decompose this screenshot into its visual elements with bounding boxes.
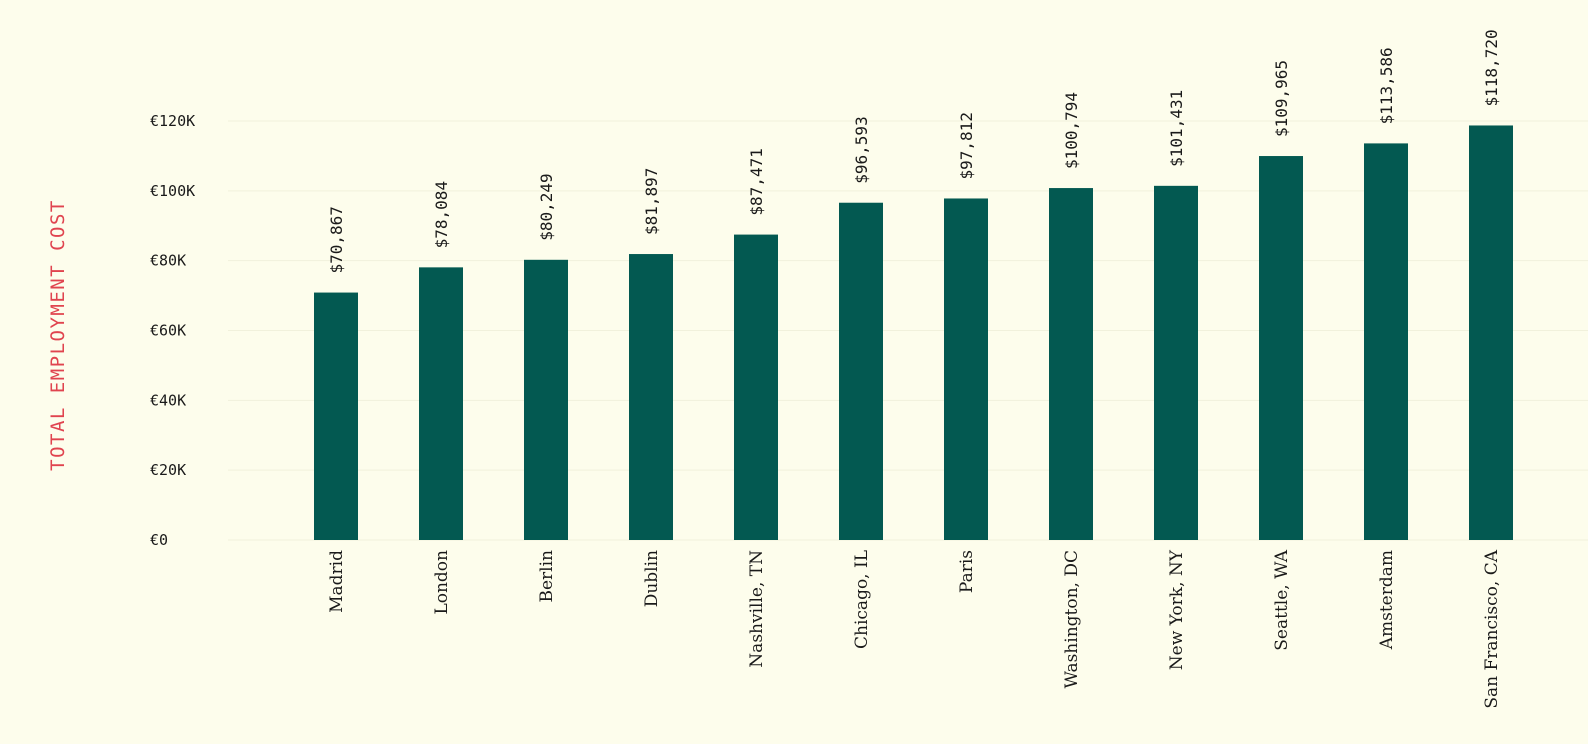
bar-value-label: $81,897 bbox=[642, 168, 661, 235]
bar-value-label: $96,593 bbox=[852, 116, 871, 183]
x-tick-label: San Francisco, CA bbox=[1482, 549, 1502, 708]
bar bbox=[314, 292, 358, 540]
x-tick-label: London bbox=[432, 550, 452, 615]
bar-value-label: $113,586 bbox=[1377, 47, 1396, 124]
bar-value-label: $101,431 bbox=[1167, 90, 1186, 167]
x-tick-label: Chicago, IL bbox=[852, 550, 872, 649]
bar-value-label: $97,812 bbox=[957, 112, 976, 179]
bar-value-label: $109,965 bbox=[1272, 60, 1291, 137]
bar bbox=[1259, 156, 1303, 540]
bar bbox=[1469, 125, 1513, 540]
x-tick-label: Paris bbox=[957, 550, 977, 593]
bar-value-label: $100,794 bbox=[1062, 92, 1081, 169]
bar-value-label: $80,249 bbox=[537, 173, 556, 240]
bar-value-label: $118,720 bbox=[1482, 29, 1501, 106]
y-tick-label: €20K bbox=[150, 461, 186, 479]
x-tick-label: Madrid bbox=[327, 550, 347, 613]
bar-value-label: $70,867 bbox=[327, 206, 346, 273]
bar-value-label: $87,471 bbox=[747, 148, 766, 215]
x-tick-label: Nashville, TN bbox=[747, 550, 767, 668]
y-tick-label: €60K bbox=[150, 322, 186, 340]
x-axis-ticks: Madrid London Berlin Dublin Nashville, TN Chi… bbox=[327, 549, 1502, 708]
bar bbox=[1049, 188, 1093, 540]
bar bbox=[839, 202, 883, 541]
y-tick-label: €0 bbox=[150, 531, 168, 549]
x-tick-label: New York, NY bbox=[1167, 549, 1187, 670]
y-tick-label: €100K bbox=[150, 182, 195, 200]
bar bbox=[1154, 185, 1198, 540]
x-tick-label: Dublin bbox=[642, 550, 662, 607]
y-tick-label: €120K bbox=[150, 112, 195, 130]
y-tick-label: €40K bbox=[150, 391, 186, 409]
bar bbox=[629, 254, 673, 540]
bar bbox=[1364, 143, 1408, 540]
bar bbox=[524, 259, 568, 540]
y-tick-label: €80K bbox=[150, 252, 186, 270]
x-tick-label: Berlin bbox=[537, 550, 557, 603]
bar-value-labels: $70,867 $78,084 $80,249 $81,897 $87,471 $96,5… bbox=[327, 29, 1501, 273]
bar-value-label: $78,084 bbox=[432, 181, 451, 248]
bar bbox=[734, 234, 778, 540]
y-axis-title: TOTAL EMPLOYMENT COST bbox=[47, 199, 69, 471]
x-tick-label: Washington, DC bbox=[1062, 550, 1082, 689]
x-tick-label: Seattle, WA bbox=[1272, 549, 1292, 650]
bar bbox=[944, 198, 988, 541]
bar bbox=[419, 267, 463, 540]
x-tick-label: Amsterdam bbox=[1377, 550, 1397, 650]
y-axis-ticks: €0 €20K €40K €60K €80K €100K €120K bbox=[150, 112, 195, 549]
bars bbox=[314, 125, 1513, 541]
